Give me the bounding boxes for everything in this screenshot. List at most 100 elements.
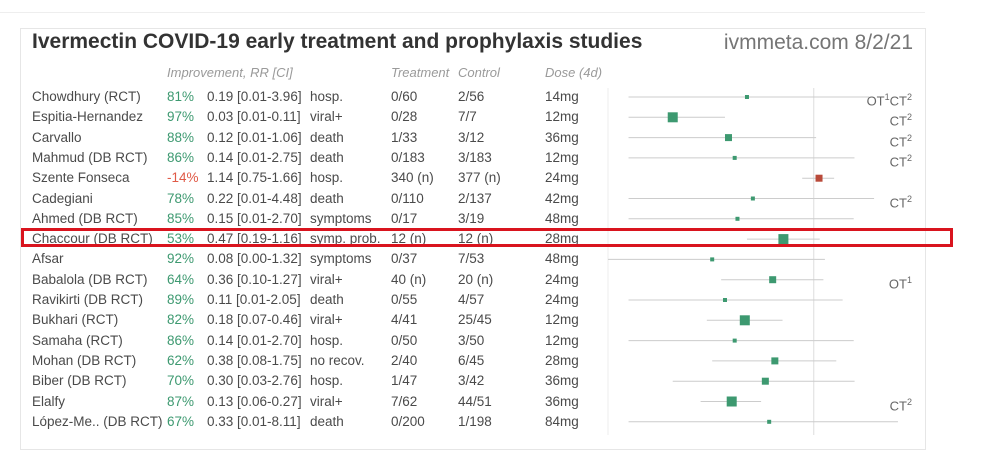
note-number: 1 (906, 274, 912, 285)
note-number: 2 (906, 152, 912, 163)
note-number: 2 (906, 92, 912, 102)
study-notes: CT2 (850, 107, 912, 129)
note-number: 2 (906, 132, 912, 143)
control-value: 4/57 (458, 292, 485, 307)
improvement-value: 88% (167, 129, 195, 145)
study-name: Mahmud (DB RCT) (32, 149, 148, 165)
outcome-value: viral+ (310, 393, 343, 409)
table-row: Elalfy 87% 0.13 [0.06-0.27] viral+ 7/62 44/51… (0, 392, 983, 413)
top-divider (0, 12, 925, 13)
study-notes: CT2 (850, 392, 912, 413)
study-name: Ravikirti (DB RCT) (32, 292, 143, 307)
outcome-value: viral+ (310, 271, 343, 287)
table-row: Ahmed (DB RCT) 85% 0.15 [0.01-2.70] symptom… (0, 209, 983, 229)
improvement-value: 70% (167, 373, 195, 389)
study-name: Chaccour (DB RCT) (32, 231, 153, 247)
treatment-value: 0/183 (391, 149, 425, 165)
dose-value: 48mg (545, 251, 579, 267)
improvement-value: 89% (167, 292, 195, 307)
control-value: 3/183 (458, 149, 492, 165)
note-code: CT (889, 154, 907, 170)
header-dose: Dose (4d) (545, 65, 603, 80)
treatment-value: 40 (n) (391, 271, 427, 287)
chart-title: Ivermectin COVID-19 early treatment and … (32, 30, 643, 53)
treatment-value: 0/55 (391, 292, 418, 307)
study-notes: OT1 (850, 270, 912, 291)
rr-ci-value: 0.33 [0.01-8.11] (207, 413, 301, 429)
note-number: 1 (884, 92, 890, 102)
treatment-value: 0/50 (391, 332, 418, 348)
rr-ci-value: 0.13 [0.06-0.27] (207, 393, 302, 409)
table-row: Biber (DB RCT) 70% 0.30 [0.03-2.76] hosp. 1/… (0, 371, 983, 391)
header-improvement: Improvement, RR [CI] (167, 65, 293, 80)
outcome-value: symp. prob. (310, 231, 381, 247)
study-name: Elalfy (32, 393, 66, 409)
rr-ci-value: 0.19 [0.01-3.96] (207, 89, 302, 104)
dose-value: 24mg (545, 170, 579, 186)
outcome-value: no recov. (310, 352, 365, 368)
control-value: 2/56 (458, 89, 485, 104)
treatment-value: 0/28 (391, 109, 418, 125)
study-name: Babalola (DB RCT) (32, 271, 148, 287)
table-row: Babalola (DB RCT) 64% 0.36 [0.10-1.27] vira… (0, 270, 983, 291)
dose-value: 36mg (545, 129, 579, 145)
study-notes: CT2 (850, 128, 912, 149)
outcome-value: viral+ (310, 312, 343, 328)
control-value: 12 (n) (458, 231, 494, 247)
study-name: Ahmed (DB RCT) (32, 210, 138, 226)
treatment-value: 12 (n) (391, 231, 427, 247)
study-name: Bukhari (RCT) (32, 312, 119, 328)
control-value: 7/7 (458, 109, 477, 125)
dose-value: 24mg (545, 292, 579, 307)
control-value: 7/53 (458, 251, 485, 267)
dose-value: 42mg (545, 190, 579, 206)
table-row: Afsar 92% 0.08 [0.00-1.32] symptoms 0/37 7/53… (0, 249, 983, 269)
dose-value: 84mg (545, 413, 579, 429)
control-value: 2/137 (458, 190, 492, 206)
improvement-value: 67% (167, 413, 195, 429)
note-code: CT (889, 397, 907, 413)
outcome-value: death (310, 413, 344, 429)
control-value: 6/45 (458, 352, 485, 368)
study-name: Mohan (DB RCT) (32, 352, 137, 368)
improvement-value: 81% (167, 89, 195, 104)
rr-ci-value: 0.14 [0.01-2.75] (207, 149, 302, 165)
outcome-value: death (310, 190, 344, 206)
rr-ci-value: 0.15 [0.01-2.70] (207, 210, 302, 226)
study-name: Espitia-Hernandez (32, 109, 144, 125)
outcome-value: hosp. (310, 89, 344, 104)
control-value: 377 (n) (458, 170, 501, 186)
outcome-value: hosp. (310, 332, 344, 348)
note-code: CT (889, 194, 907, 210)
rr-ci-value: 0.12 [0.01-1.06] (207, 129, 302, 145)
improvement-value: -14% (167, 170, 199, 186)
chart-source: ivmmeta.com 8/2/21 (723, 31, 913, 54)
dose-value: 36mg (545, 373, 579, 389)
note-code: CT (889, 113, 907, 129)
improvement-value: 82% (167, 312, 195, 328)
rr-ci-value: 0.30 [0.03-2.76] (207, 373, 302, 389)
control-value: 3/12 (458, 129, 485, 145)
note-code: CT (889, 93, 907, 109)
treatment-value: 0/37 (391, 251, 418, 267)
improvement-value: 64% (167, 271, 195, 287)
table-row: Szente Fonseca -14% 1.14 [0.75-1.66] hosp. 3… (0, 168, 983, 188)
dose-value: 28mg (545, 352, 579, 368)
study-name: Samaha (RCT) (32, 332, 123, 348)
improvement-value: 92% (167, 251, 195, 267)
header-treatment: Treatment (391, 65, 450, 80)
table-row: Cadegiani 78% 0.22 [0.01-4.48] death 0/110 2/… (0, 189, 983, 210)
control-value: 25/45 (458, 312, 492, 328)
table-row-highlighted: Chaccour (DB RCT) 53% 0.47 [0.19-1.16] symp… (0, 229, 983, 249)
treatment-value: 0/17 (391, 210, 418, 226)
table-row: López-Me.. (DB RCT) 67% 0.33 [0.01-8.11] de… (0, 412, 983, 432)
dose-value: 48mg (545, 210, 579, 226)
control-value: 3/50 (458, 332, 485, 348)
control-value: 1/198 (458, 413, 492, 429)
treatment-value: 1/47 (391, 373, 418, 389)
outcome-value: symptoms (310, 210, 372, 226)
dose-value: 12mg (545, 109, 579, 125)
table-row: Espitia-Hernandez 97% 0.03 [0.01-0.11] vira… (0, 107, 983, 129)
improvement-value: 87% (167, 393, 195, 409)
table-row: Samaha (RCT) 86% 0.14 [0.01-2.70] hosp. 0/50… (0, 331, 983, 351)
